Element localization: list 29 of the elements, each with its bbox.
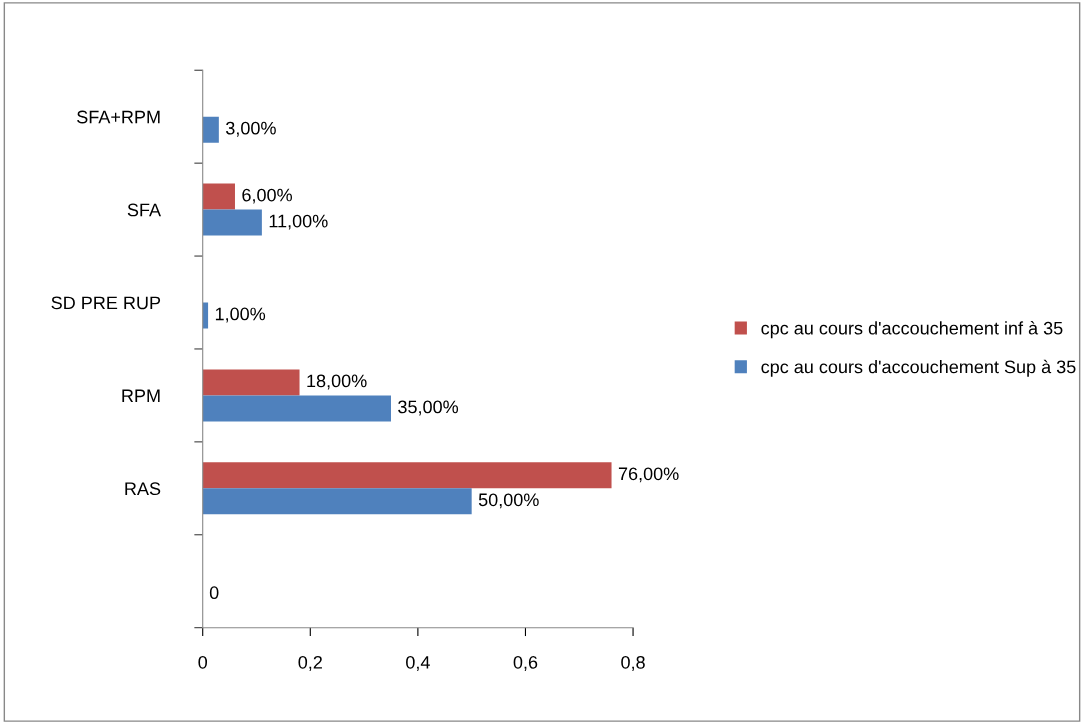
x-tick-label: 0,2 xyxy=(298,655,322,671)
y-tick-label: SFA xyxy=(127,203,162,217)
bar xyxy=(202,183,235,210)
bar xyxy=(202,209,262,236)
data-label: 50,00% xyxy=(478,493,539,509)
data-label: 1,00% xyxy=(215,307,266,323)
data-label: 3,00% xyxy=(225,121,276,137)
bar xyxy=(202,488,472,515)
data-label: 18,00% xyxy=(307,374,367,390)
data-label: 0 xyxy=(209,586,219,600)
bar xyxy=(202,116,219,143)
legend-label: cpc au cours d'accouchement inf à 35 xyxy=(761,321,1063,339)
bar xyxy=(202,369,300,396)
y-tick-label: SFA+RPM xyxy=(77,110,160,124)
data-label: 6,00% xyxy=(242,188,292,204)
bar xyxy=(202,462,612,489)
data-label: 11,00% xyxy=(269,214,328,230)
bar xyxy=(202,302,209,329)
x-tick-label: 0,8 xyxy=(621,655,645,671)
legend-label: cpc au cours d'accouchement Sup à 35 xyxy=(761,359,1076,377)
data-label: 35,00% xyxy=(398,400,459,416)
x-tick-label: 0,4 xyxy=(406,655,430,671)
x-tick-label: 0,6 xyxy=(513,655,538,671)
bar xyxy=(202,395,391,422)
data-label: 76,00% xyxy=(618,467,679,483)
x-tick-label: 0 xyxy=(198,655,208,669)
y-tick-label: RAS xyxy=(125,482,161,496)
y-tick-label: SD PRE RUP xyxy=(51,296,161,310)
y-tick-label: RPM xyxy=(122,389,160,402)
